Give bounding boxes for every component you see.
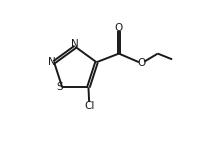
Text: N: N (48, 57, 55, 67)
Text: S: S (56, 82, 63, 92)
Text: N: N (71, 39, 79, 49)
Text: O: O (115, 23, 123, 33)
Text: O: O (137, 58, 146, 68)
Text: Cl: Cl (84, 101, 94, 111)
